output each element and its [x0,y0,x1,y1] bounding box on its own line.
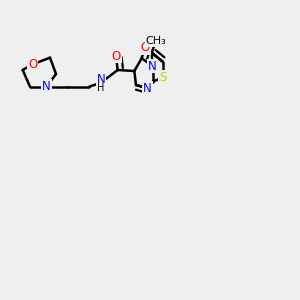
Text: H: H [97,83,105,93]
Text: O: O [28,58,37,71]
Text: N: N [97,73,105,85]
Text: CH₃: CH₃ [146,36,167,46]
Text: N: N [148,59,157,73]
Text: O: O [111,50,121,62]
Text: H: H [97,83,105,93]
Text: O: O [140,41,150,54]
Text: N: N [143,82,152,95]
Text: N: N [97,76,105,89]
Text: S: S [159,71,166,84]
Text: N: N [42,80,51,93]
